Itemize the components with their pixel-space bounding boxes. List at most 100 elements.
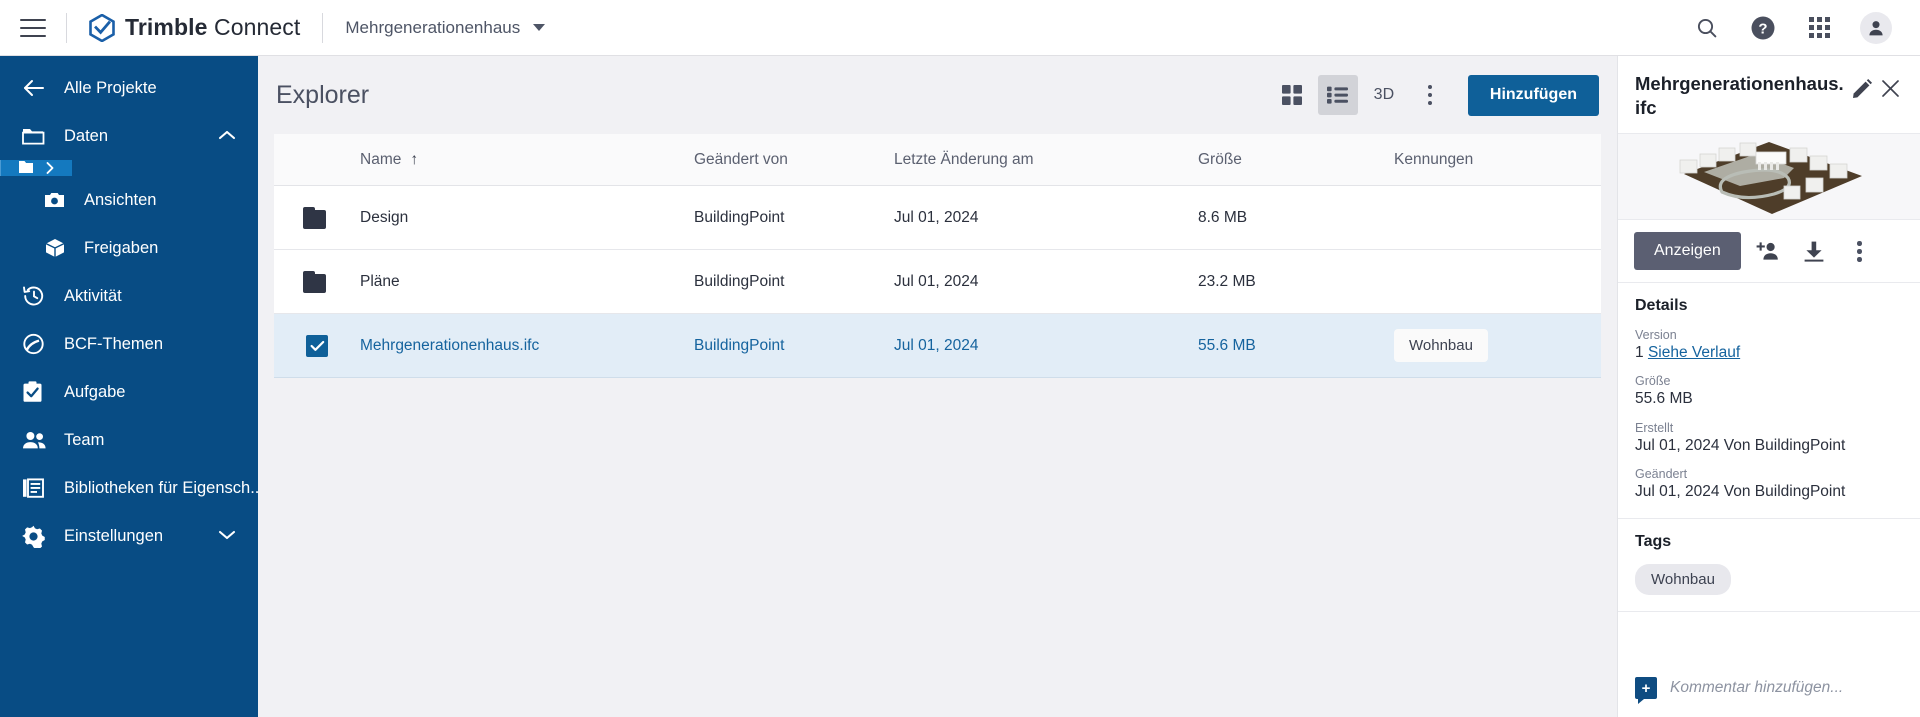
row-size: 8.6 MB xyxy=(1198,208,1248,226)
sidebar-item-all-projects[interactable]: Alle Projekte xyxy=(0,64,258,112)
row-modified-by: BuildingPoint xyxy=(694,272,785,290)
search-icon[interactable] xyxy=(1692,13,1722,43)
detail-created: Erstellt Jul 01, 2024 Von BuildingPoint xyxy=(1635,421,1903,456)
sidebar-label-freigaben: Freigaben xyxy=(84,238,159,257)
detail-version-value: 1 Siehe Verlauf xyxy=(1635,343,1903,363)
project-name: Mehrgenerationenhaus xyxy=(345,17,521,37)
3d-view-button[interactable]: 3D xyxy=(1364,75,1404,115)
add-button[interactable]: Hinzufügen xyxy=(1467,74,1599,116)
detail-version: Version 1 Siehe Verlauf xyxy=(1635,328,1903,363)
column-header-name[interactable]: Name ↑ xyxy=(360,151,694,169)
column-header-size[interactable]: Größe xyxy=(1198,150,1242,168)
detail-size-label: Größe xyxy=(1635,374,1671,389)
chevron-down-icon xyxy=(218,527,236,546)
3d-model-preview-icon xyxy=(1679,141,1862,214)
hamburger-icon[interactable] xyxy=(20,18,46,37)
clipboard-check-icon xyxy=(22,381,50,403)
3d-view-label: 3D xyxy=(1373,86,1395,103)
chevron-right-icon xyxy=(46,162,53,174)
sidebar-item-freigaben[interactable]: Freigaben xyxy=(0,224,258,272)
table-row[interactable]: Design BuildingPoint Jul 01, 2024 8.6 MB xyxy=(274,186,1601,250)
grid-view-button[interactable] xyxy=(1272,75,1312,115)
detail-modified-label: Geändert xyxy=(1635,466,1688,481)
details-panel-header: Mehrgenerationenhaus.ifc xyxy=(1618,56,1920,135)
row-size: 23.2 MB xyxy=(1198,272,1256,290)
apps-grid-icon[interactable] xyxy=(1804,13,1834,43)
details-section-title: Details xyxy=(1635,297,1688,315)
sidebar-item-bcf-themen[interactable]: BCF-Themen xyxy=(0,320,258,368)
view-toolbar: 3D Hinzufügen xyxy=(1272,74,1599,116)
table-row[interactable]: Pläne BuildingPoint Jul 01, 2024 23.2 MB xyxy=(274,250,1601,314)
more-vertical-icon[interactable] xyxy=(1841,232,1879,270)
list-view-button[interactable] xyxy=(1317,75,1358,115)
package-icon xyxy=(44,238,72,258)
table-row[interactable]: Mehrgenerationenhaus.ifc BuildingPoint J… xyxy=(274,314,1601,378)
detail-modified: Geändert Jul 01, 2024 Von BuildingPoint xyxy=(1635,467,1903,502)
account-icon[interactable] xyxy=(1860,11,1892,44)
add-user-icon[interactable] xyxy=(1749,232,1787,270)
project-selector[interactable]: Mehrgenerationenhaus xyxy=(323,18,567,38)
divider xyxy=(66,12,67,43)
main-content: Explorer 3D xyxy=(258,56,1617,717)
details-panel-actions: Anzeigen xyxy=(1618,220,1920,284)
sidebar-item-team[interactable]: Team xyxy=(0,416,258,464)
row-tags: Wohnbau xyxy=(1394,329,1601,362)
folder-icon xyxy=(22,126,50,146)
divider xyxy=(322,12,324,43)
column-header-modified-by[interactable]: Geändert von xyxy=(694,150,788,168)
row-icon-cell xyxy=(274,270,360,293)
column-header-tags[interactable]: Kennungen xyxy=(1394,150,1474,168)
more-vertical-icon xyxy=(1427,84,1433,106)
more-options-button[interactable] xyxy=(1410,75,1450,115)
details-section: Details Version 1 Siehe Verlauf Größe 55… xyxy=(1618,283,1920,519)
close-icon[interactable] xyxy=(1876,74,1904,102)
sidebar-item-aufgabe[interactable]: Aufgabe xyxy=(0,368,258,416)
view-button[interactable]: Anzeigen xyxy=(1634,232,1741,271)
people-icon xyxy=(22,430,50,450)
sidebar-item-daten[interactable]: Daten xyxy=(0,112,258,160)
history-icon xyxy=(22,285,50,307)
column-header-modified-on[interactable]: Letzte Änderung am xyxy=(894,150,1034,168)
sidebar-item-explorer[interactable]: Explorer xyxy=(0,112,403,176)
tags-section-title: Tags xyxy=(1635,532,1672,550)
checkbox-checked-icon xyxy=(306,334,328,357)
add-comment-icon: + xyxy=(1635,677,1657,704)
sidebar-explorer-folder-expand[interactable] xyxy=(0,160,72,176)
row-name[interactable]: Design xyxy=(360,208,409,226)
download-icon[interactable] xyxy=(1795,232,1833,270)
pencil-icon[interactable] xyxy=(1848,74,1876,102)
sidebar-item-aktivitaet[interactable]: Aktivität xyxy=(0,272,258,320)
sidebar-label-aufgabe: Aufgabe xyxy=(64,382,126,401)
sidebar-item-ansichten[interactable]: Ansichten xyxy=(0,176,258,224)
top-bar-actions: ? xyxy=(1692,11,1920,44)
tags-section: Tags Wohnbau xyxy=(1618,519,1920,612)
detail-created-value: Jul 01, 2024 Von BuildingPoint xyxy=(1635,436,1846,454)
row-checkbox[interactable] xyxy=(274,334,360,357)
help-icon[interactable]: ? xyxy=(1748,13,1778,43)
add-comment-row[interactable]: + Kommentar hinzufügen... xyxy=(1618,659,1920,717)
arrow-left-icon xyxy=(22,78,50,98)
model-thumbnail xyxy=(1618,134,1920,221)
sidebar-label-bibliotheken: Bibliotheken für Eigensch... xyxy=(64,478,258,497)
page-title: Explorer xyxy=(276,80,370,109)
folder-icon xyxy=(303,206,331,229)
row-modified-on: Jul 01, 2024 xyxy=(894,336,979,354)
sidebar-label-daten: Daten xyxy=(64,126,109,145)
sidebar: Alle Projekte Daten xyxy=(0,56,403,717)
sidebar-item-einstellungen[interactable]: Einstellungen xyxy=(0,512,258,560)
detail-size-value: 55.6 MB xyxy=(1635,390,1693,408)
detail-modified-value: Jul 01, 2024 Von BuildingPoint xyxy=(1635,482,1846,500)
row-name[interactable]: Pläne xyxy=(360,272,400,290)
brand-logo[interactable]: Trimble Connect xyxy=(67,13,322,42)
row-name[interactable]: Mehrgenerationenhaus.ifc xyxy=(360,336,540,354)
sidebar-label-aktivitaet: Aktivität xyxy=(64,286,122,305)
trimble-logo-icon xyxy=(89,13,115,42)
chevron-up-icon xyxy=(218,127,236,146)
library-icon xyxy=(22,477,50,499)
view-history-link[interactable]: Siehe Verlauf xyxy=(1647,344,1741,362)
tag-chip[interactable]: Wohnbau xyxy=(1635,563,1731,595)
sidebar-label-bcf-themen: BCF-Themen xyxy=(64,334,164,353)
brand-bold: Trimble xyxy=(125,14,208,40)
sidebar-item-bibliotheken[interactable]: Bibliotheken für Eigensch... xyxy=(0,464,258,512)
